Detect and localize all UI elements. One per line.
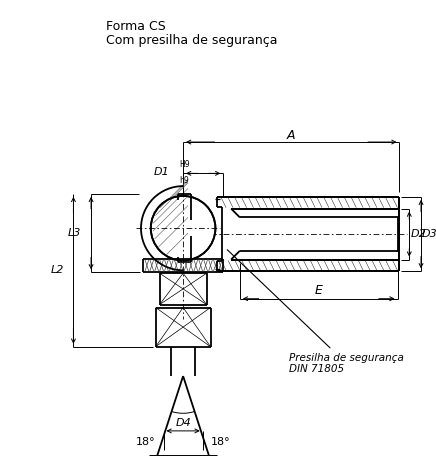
Text: L2: L2	[50, 265, 64, 275]
Text: 18°: 18°	[211, 436, 230, 446]
Text: E: E	[314, 284, 322, 298]
Text: Forma CS: Forma CS	[106, 20, 166, 33]
Text: D1: D1	[153, 168, 170, 178]
Text: D3: D3	[422, 229, 436, 239]
Text: 18°: 18°	[136, 436, 156, 446]
Circle shape	[151, 196, 215, 260]
Text: A: A	[286, 129, 295, 142]
Text: H9: H9	[179, 160, 190, 169]
Text: D4: D4	[175, 418, 191, 428]
Text: D2: D2	[410, 229, 426, 239]
Text: h9: h9	[179, 176, 189, 185]
Text: Presilha de segurança
DIN 71805: Presilha de segurança DIN 71805	[227, 250, 404, 374]
Text: L3: L3	[68, 228, 81, 238]
Text: Com presilha de segurança: Com presilha de segurança	[106, 34, 277, 47]
